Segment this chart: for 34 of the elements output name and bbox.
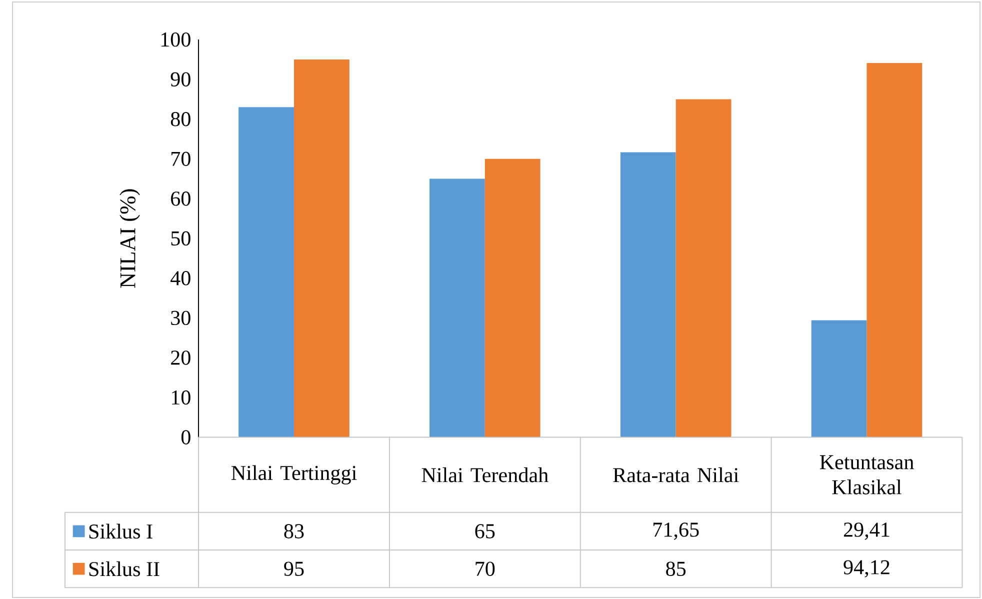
data-label: 29,41 bbox=[844, 522, 890, 540]
data-label: 83 bbox=[284, 524, 304, 538]
data-label: 85 bbox=[666, 561, 686, 576]
y-tick-label: 60 bbox=[171, 191, 190, 206]
data-label: 65 bbox=[475, 524, 495, 538]
legend-label: Siklus II bbox=[89, 561, 160, 576]
y-tick-label: 50 bbox=[171, 231, 190, 246]
bar bbox=[676, 98, 732, 438]
y-tick-label: 10 bbox=[172, 390, 190, 404]
data-label: 71,65 bbox=[653, 522, 699, 540]
x-tick-label: Ketuntasan Klasikal bbox=[820, 455, 914, 494]
y-tick-label: 40 bbox=[170, 270, 190, 286]
bar bbox=[620, 152, 676, 438]
bar bbox=[484, 158, 540, 438]
data-label: 70 bbox=[476, 561, 495, 576]
y-tick-label: 80 bbox=[170, 112, 190, 126]
y-axis-title: NILAI (%) bbox=[120, 189, 140, 288]
x-tick-label: Nilai Terendah bbox=[422, 467, 548, 482]
bar bbox=[238, 106, 294, 438]
y-tick-label: 100 bbox=[161, 32, 190, 46]
data-label: 95 bbox=[284, 562, 304, 576]
y-tick-label: 20 bbox=[171, 350, 190, 365]
data-label: 94,12 bbox=[844, 560, 890, 578]
y-tick-label: 0 bbox=[181, 430, 190, 444]
x-tick-label: Nilai Tertinggi bbox=[231, 465, 357, 484]
y-tick-label: 90 bbox=[170, 72, 190, 86]
bar bbox=[811, 320, 867, 438]
y-tick-label: 70 bbox=[171, 152, 190, 166]
x-tick-label: Rata-rata Nilai bbox=[613, 467, 739, 482]
bar bbox=[430, 178, 485, 438]
y-tick-label: 30 bbox=[171, 310, 190, 325]
legend-label: Siklus I bbox=[89, 524, 152, 538]
bar bbox=[866, 62, 922, 438]
bar bbox=[294, 59, 350, 438]
